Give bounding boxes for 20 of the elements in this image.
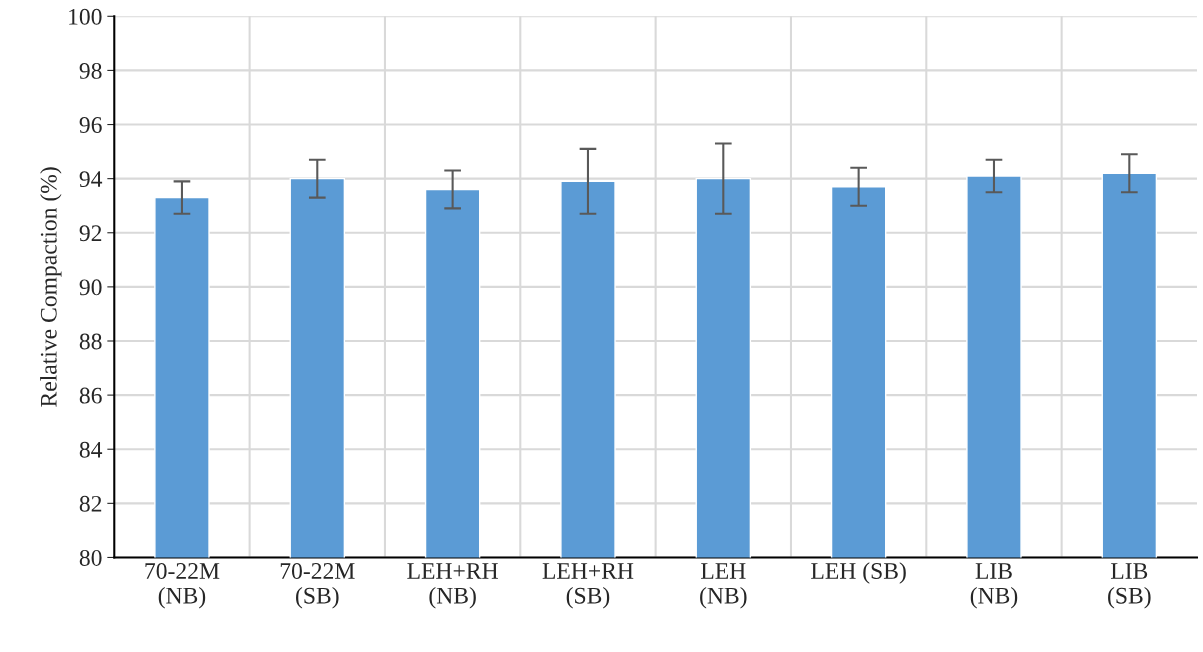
y-tick-label: 92 [79, 225, 102, 242]
y-tick-label: 96 [79, 117, 102, 133]
x-tick-label: LIB (NB) [970, 563, 1018, 609]
x-tick-label: LEH (SB) [811, 562, 906, 584]
x-tick-label: 70-22M (SB) [280, 563, 355, 609]
y-tick-label: 88 [79, 333, 102, 350]
x-tick-label: LIB (SB) [1108, 563, 1151, 609]
y-tick-label: 82 [79, 495, 102, 512]
y-tick-label: 98 [79, 62, 102, 79]
y-axis-title: Relative Compaction (%) [40, 167, 62, 407]
y-tick-label: 100 [69, 8, 102, 25]
y-tick-label: 90 [79, 279, 102, 296]
x-tick-label: LEH+RH (NB) [407, 563, 498, 609]
y-tick-label: 80 [79, 549, 102, 566]
y-tick-label: 86 [79, 387, 102, 404]
y-tick-label: 84 [79, 441, 103, 458]
x-tick-label: 70-22M (NB) [145, 563, 220, 609]
x-tick-label: LEH+RH (SB) [542, 563, 634, 609]
y-tick-label: 94 [79, 171, 103, 188]
x-tick-label: LEH (NB) [700, 563, 747, 609]
